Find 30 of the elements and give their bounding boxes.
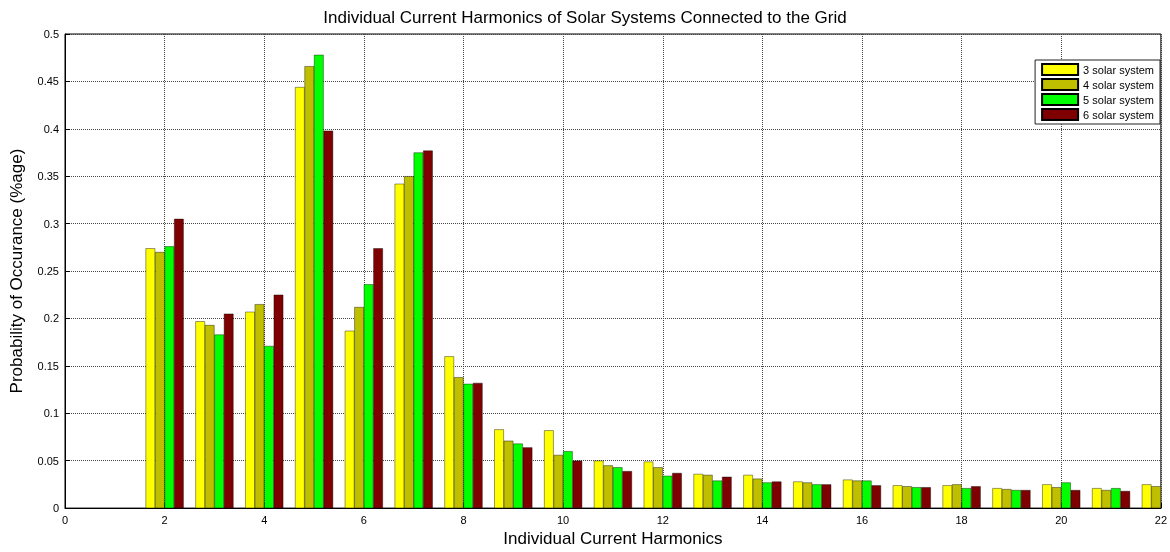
x-tick-label: 6 — [360, 513, 367, 526]
x-tick-label: 18 — [955, 513, 968, 526]
legend-label: 5 solar system — [1083, 93, 1155, 106]
legend-label: 4 solar system — [1083, 78, 1155, 91]
y-tick-label: 0.25 — [37, 265, 59, 278]
x-tick-label: 12 — [656, 513, 669, 526]
x-tick-label: 2 — [161, 513, 168, 526]
y-tick-label: 0.2 — [43, 312, 59, 325]
y-tick-label: 0.3 — [43, 217, 59, 230]
y-tick-label: 0.45 — [37, 75, 59, 88]
x-tick-label: 8 — [460, 513, 467, 526]
legend-label: 3 solar system — [1083, 63, 1155, 76]
x-tick-label: 16 — [855, 513, 869, 526]
y-tick-label: 0.1 — [43, 407, 59, 420]
legend-label: 6 solar system — [1083, 108, 1155, 121]
y-tick-label: 0 — [52, 502, 59, 515]
y-tick-label: 0.35 — [37, 170, 59, 183]
x-tick-label: 22 — [1154, 513, 1168, 526]
chart-title: Individual Current Harmonics of Solar Systems Connected to the Grid — [323, 8, 847, 27]
y-tick-label: 0.05 — [37, 454, 59, 467]
x-tick-label: 4 — [261, 513, 268, 526]
x-axis-title: Individual Current Harmonics — [503, 529, 723, 548]
x-tick-label: 0 — [61, 513, 69, 526]
x-tick-label: 10 — [557, 513, 570, 526]
x-tick-label: 20 — [1055, 513, 1068, 526]
y-tick-label: 0.15 — [37, 359, 59, 372]
y-axis-title: Probability of Occurance (%age) — [7, 148, 26, 394]
y-tick-label: 0.5 — [43, 28, 59, 40]
y-tick-label: 0.4 — [43, 122, 59, 135]
x-tick-label: 14 — [756, 513, 769, 526]
